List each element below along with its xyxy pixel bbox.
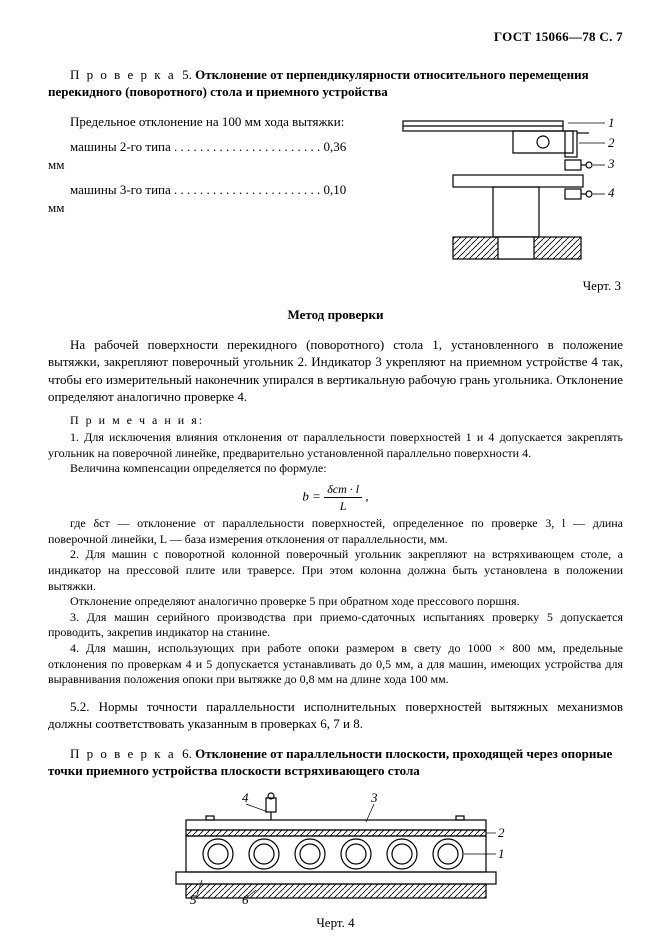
- check5-num: 5.: [182, 67, 192, 82]
- note-1: 1. Для исключения влияния отклонения от …: [48, 430, 623, 461]
- note-where: где δст — отклонение от параллельности п…: [48, 516, 623, 547]
- svg-text:1: 1: [498, 846, 505, 861]
- formula: b = δст · l L ,: [48, 481, 623, 514]
- note-1b: Величина компенсации определяется по фор…: [48, 461, 623, 477]
- top-block: Предельное отклонение на 100 мм хода выт…: [48, 113, 623, 303]
- check6-num: 6.: [182, 746, 192, 761]
- deviation-block: Предельное отклонение на 100 мм хода выт…: [48, 113, 348, 225]
- fig4-caption: Черт. 4: [48, 914, 623, 932]
- method-heading: Метод проверки: [48, 306, 623, 324]
- page-header: ГОСТ 15066—78 С. 7: [48, 28, 623, 46]
- check6-title: П р о в е р к а 6. Отклонение от паралле…: [48, 745, 623, 780]
- svg-text:4: 4: [242, 792, 249, 805]
- para-5-2: 5.2. Нормы точности параллельности испол…: [48, 698, 623, 733]
- note-3: 3. Для машин серийного производства при …: [48, 610, 623, 641]
- dev-row-1: машины 3-го типа . . . . . . . . . . . .…: [48, 181, 348, 216]
- svg-text:3: 3: [370, 792, 378, 805]
- check6-label: П р о в е р к а: [70, 746, 176, 761]
- method-para: На рабочей поверхности перекидного (пово…: [48, 336, 623, 406]
- figure3: 1 2 3 4: [393, 113, 623, 273]
- note-2: 2. Для машин с поворотной колонной повер…: [48, 547, 623, 594]
- fig3-label-2: 2: [608, 135, 615, 150]
- notes-title: П р и м е ч а н и я:: [48, 412, 623, 428]
- figure3-block: 1 2 3 4 Черт. 3: [393, 113, 623, 303]
- check5-label: П р о в е р к а: [70, 67, 176, 82]
- figure4-block: 4 3 2 1 5 6 Черт. 4: [48, 792, 623, 931]
- note-2b: Отклонение определяют аналогично проверк…: [48, 594, 623, 610]
- fig3-caption: Черт. 3: [393, 277, 621, 295]
- note-4: 4. Для машин, использующих при работе оп…: [48, 641, 623, 688]
- fig3-label-1: 1: [608, 115, 615, 130]
- svg-text:6: 6: [242, 892, 249, 907]
- svg-text:5: 5: [190, 892, 197, 907]
- check5-title: П р о в е р к а 5. Отклонение от перпенд…: [48, 66, 623, 101]
- deviation-header: Предельное отклонение на 100 мм хода выт…: [48, 113, 348, 131]
- fig3-label-4: 4: [608, 185, 615, 200]
- fig3-label-3: 3: [607, 156, 615, 171]
- page: ГОСТ 15066—78 С. 7 П р о в е р к а 5. От…: [0, 0, 661, 936]
- figure4: 4 3 2 1 5 6: [146, 792, 526, 907]
- svg-text:2: 2: [498, 825, 505, 840]
- dev-row-0: машины 2-го типа . . . . . . . . . . . .…: [48, 138, 348, 173]
